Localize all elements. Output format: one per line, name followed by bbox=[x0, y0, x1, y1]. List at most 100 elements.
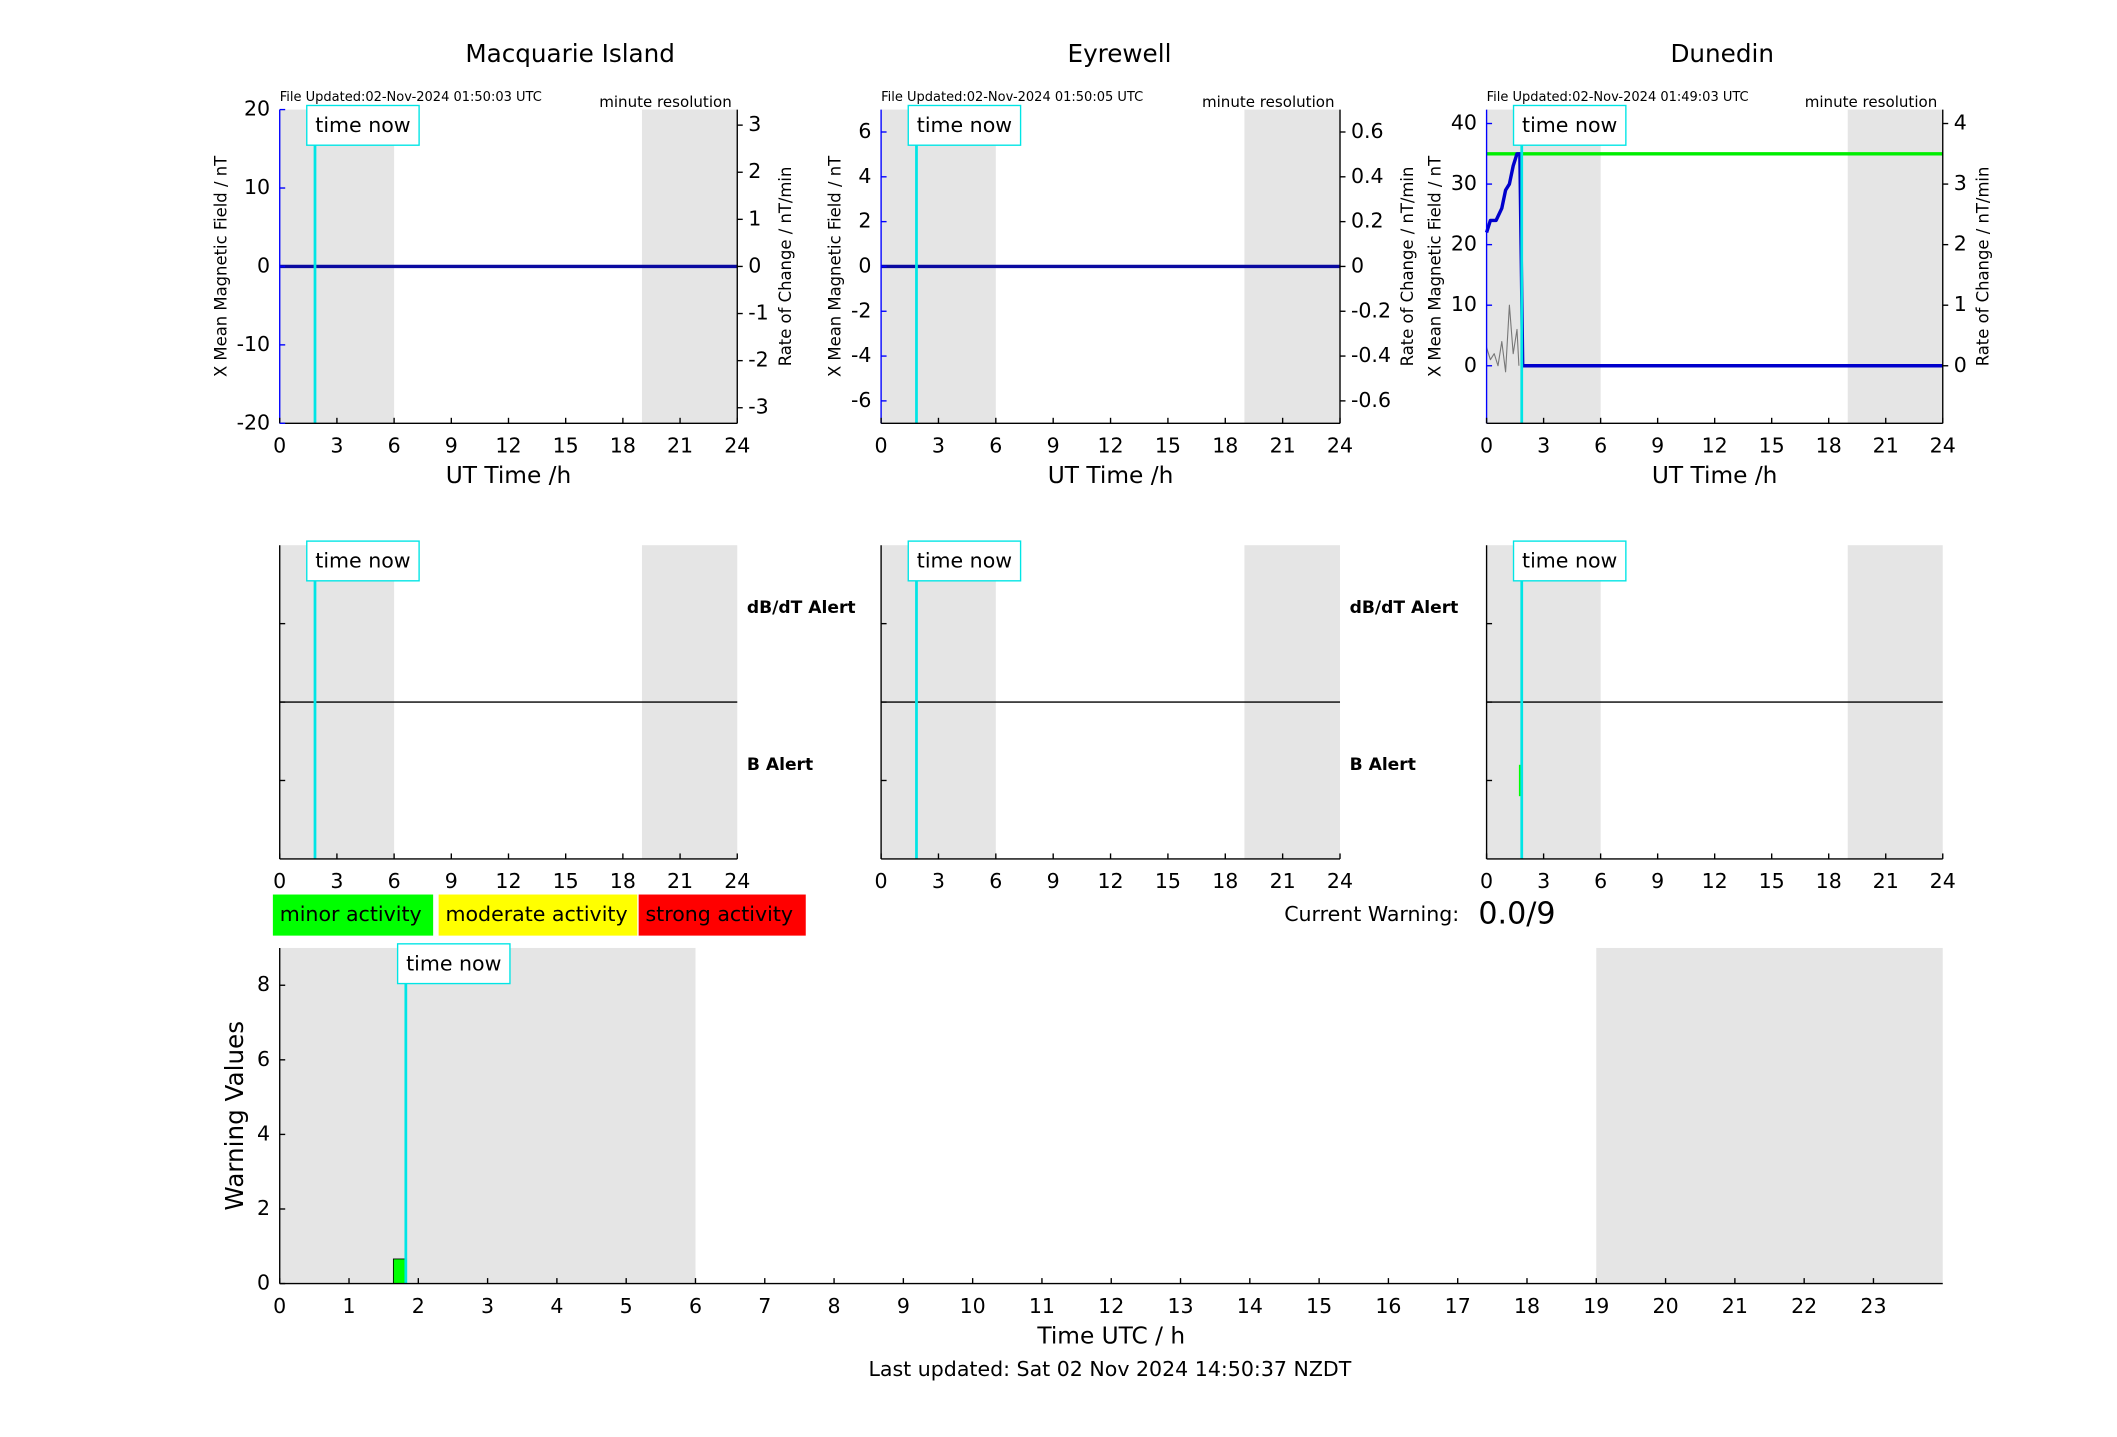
x-tick-label: 21 bbox=[1270, 869, 1296, 893]
x-tick-label: 6 bbox=[1594, 869, 1607, 893]
x-tick-label: 0 bbox=[1480, 869, 1493, 893]
y-axis-label: X Mean Magnetic Field / nT bbox=[212, 155, 231, 377]
x-tick-label: 0 bbox=[875, 869, 888, 893]
y-tick-label: 4 bbox=[858, 164, 871, 188]
x-tick-label: 12 bbox=[1098, 1294, 1124, 1318]
x-tick-label: 6 bbox=[989, 869, 1002, 893]
y-tick-label: 2 bbox=[858, 209, 871, 233]
y2-axis-label: Rate of Change / nT/min bbox=[1398, 167, 1417, 367]
activity-label: moderate activity bbox=[445, 902, 627, 926]
x-tick-label: 6 bbox=[388, 434, 401, 458]
x-tick-label: 15 bbox=[1306, 1294, 1332, 1318]
file-updated: File Updated:02-Nov-2024 01:49:03 UTC bbox=[1487, 90, 1749, 105]
y-tick-label: 20 bbox=[244, 97, 270, 121]
time-now-box bbox=[907, 540, 1022, 582]
x-tick-label: 3 bbox=[1537, 434, 1550, 458]
time-now-box bbox=[1512, 540, 1627, 582]
x-tick-label: 18 bbox=[610, 869, 636, 893]
row-label: dB/dT Alert bbox=[747, 598, 856, 618]
x-tick-label: 24 bbox=[724, 869, 750, 893]
shaded-region bbox=[1596, 947, 1943, 1284]
x-axis-label: UT Time /h bbox=[1048, 462, 1174, 489]
y-axis-label: Warning Values bbox=[220, 1021, 249, 1211]
x-tick-label: 12 bbox=[495, 869, 521, 893]
x-tick-label: 19 bbox=[1583, 1294, 1609, 1318]
x-tick-label: 24 bbox=[724, 434, 750, 458]
x-tick-label: 22 bbox=[1791, 1294, 1817, 1318]
resolution: minute resolution bbox=[599, 93, 732, 111]
y-tick-label: 0 bbox=[257, 1271, 270, 1295]
y2-tick-label: -0.2 bbox=[1351, 298, 1391, 322]
y2-tick-label: 0.2 bbox=[1351, 209, 1384, 233]
y-tick-label: -4 bbox=[851, 343, 871, 367]
x-tick-label: 18 bbox=[1514, 1294, 1540, 1318]
y-tick-label: -20 bbox=[237, 410, 271, 434]
y-tick-label: 4 bbox=[257, 1121, 270, 1145]
x-axis-label: UT Time /h bbox=[446, 462, 572, 489]
y-tick-label: 10 bbox=[1451, 292, 1477, 316]
panel-title: Eyrewell bbox=[1068, 39, 1172, 68]
activity-box bbox=[438, 894, 638, 936]
x-tick-label: 3 bbox=[330, 434, 343, 458]
footer: Last updated: Sat 02 Nov 2024 14:50:37 N… bbox=[868, 1357, 1351, 1381]
x-tick-label: 21 bbox=[1270, 434, 1296, 458]
y-tick-label: 8 bbox=[257, 972, 270, 996]
y-tick-label: 6 bbox=[858, 119, 871, 143]
x-tick-label: 10 bbox=[960, 1294, 986, 1318]
y-tick-label: 20 bbox=[1451, 232, 1477, 256]
x-tick-label: 6 bbox=[388, 869, 401, 893]
x-tick-label: 24 bbox=[1930, 869, 1956, 893]
activity-box bbox=[272, 894, 434, 936]
time-now-label: time now bbox=[1522, 113, 1617, 137]
x-axis-label: UT Time /h bbox=[1652, 462, 1778, 489]
x-tick-label: 0 bbox=[273, 869, 286, 893]
activity-box bbox=[638, 894, 806, 936]
y2-tick-label: 0 bbox=[748, 253, 761, 277]
x-tick-label: 3 bbox=[932, 869, 945, 893]
y-tick-label: 30 bbox=[1451, 171, 1477, 195]
resolution: minute resolution bbox=[1805, 93, 1938, 111]
y-tick-label: 0 bbox=[1464, 353, 1477, 377]
x-tick-label: 9 bbox=[897, 1294, 910, 1318]
row-label: B Alert bbox=[747, 755, 813, 775]
x-tick-label: 5 bbox=[620, 1294, 633, 1318]
x-tick-label: 18 bbox=[1212, 434, 1238, 458]
y2-tick-label: 2 bbox=[748, 159, 761, 183]
y2-tick-label: -0.4 bbox=[1351, 343, 1391, 367]
x-tick-label: 18 bbox=[1212, 869, 1238, 893]
y2-tick-label: -3 bbox=[748, 395, 768, 419]
x-tick-label: 3 bbox=[932, 434, 945, 458]
x-tick-label: 21 bbox=[667, 434, 693, 458]
x-tick-label: 11 bbox=[1029, 1294, 1055, 1318]
y2-tick-label: 3 bbox=[748, 112, 761, 136]
y2-tick-label: 1 bbox=[748, 206, 761, 230]
y-tick-label: 2 bbox=[257, 1196, 270, 1220]
panel-title: Macquarie Island bbox=[465, 39, 675, 68]
y2-axis-label: Rate of Change / nT/min bbox=[1973, 167, 1992, 367]
y-tick-label: 40 bbox=[1451, 111, 1477, 135]
resolution: minute resolution bbox=[1202, 93, 1335, 111]
x-tick-label: 23 bbox=[1860, 1294, 1886, 1318]
x-tick-label: 9 bbox=[1047, 434, 1060, 458]
row-label: dB/dT Alert bbox=[1350, 598, 1459, 618]
row-label: B Alert bbox=[1350, 755, 1416, 775]
x-tick-label: 0 bbox=[1480, 434, 1493, 458]
x-tick-label: 12 bbox=[1097, 869, 1123, 893]
x-tick-label: 16 bbox=[1375, 1294, 1401, 1318]
x-tick-label: 6 bbox=[989, 434, 1002, 458]
activity-label: minor activity bbox=[280, 902, 422, 926]
x-tick-label: 12 bbox=[1702, 434, 1728, 458]
x-tick-label: 12 bbox=[1097, 434, 1123, 458]
shaded-region bbox=[1847, 109, 1943, 424]
panel-title: Dunedin bbox=[1670, 39, 1773, 68]
time-now-box bbox=[306, 540, 420, 582]
x-tick-label: 12 bbox=[495, 434, 521, 458]
y-axis-label: X Mean Magnetic Field / nT bbox=[825, 155, 844, 377]
x-tick-label: 21 bbox=[1722, 1294, 1748, 1318]
time-now-box bbox=[306, 104, 420, 146]
x-tick-label: 4 bbox=[550, 1294, 563, 1318]
x-tick-label: 7 bbox=[758, 1294, 771, 1318]
x-tick-label: 17 bbox=[1445, 1294, 1471, 1318]
